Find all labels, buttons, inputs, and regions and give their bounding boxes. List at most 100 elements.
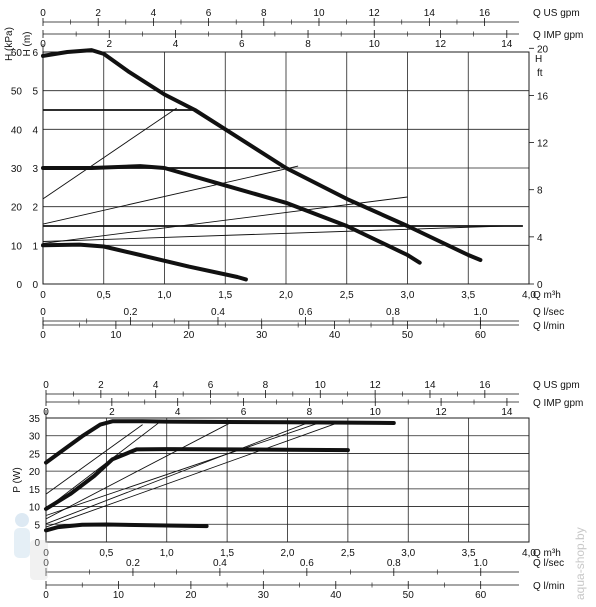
x-tick-label: 1,5 [218, 290, 232, 301]
flow-unit-label: Q l/sec [533, 307, 564, 318]
flow-unit-label: Q IMP gpm [533, 30, 583, 41]
flow-tick-label: 6 [206, 8, 212, 19]
flow-tick-label: 12 [369, 8, 381, 19]
x-unit-label: Q m³h [533, 548, 561, 559]
flow-tick-label: 0.8 [387, 558, 401, 569]
flow-tick-label: 20 [185, 590, 197, 601]
control-line [45, 424, 143, 495]
control-line [45, 423, 336, 528]
right-axis-unit: ft [537, 68, 543, 79]
flow-tick-label: 50 [402, 330, 414, 341]
flow-unit-label: Q l/min [533, 321, 565, 332]
flow-tick-label: 14 [501, 407, 513, 418]
flow-tick-label: 8 [307, 407, 313, 418]
x-tick-label: 0 [43, 548, 49, 559]
flow-tick-label: 4 [173, 39, 179, 50]
flow-tick-label: 60 [475, 590, 487, 601]
right-tick-label: 0 [537, 280, 543, 291]
flow-tick-label: 12 [436, 407, 448, 418]
flow-tick-label: 10 [313, 8, 325, 19]
y-tick-label: 5 [34, 520, 40, 531]
flow-tick-label: 0 [43, 558, 49, 569]
y-tick-label: 35 [29, 414, 41, 425]
x-tick-label: 0,5 [97, 290, 111, 301]
flow-tick-label: 12 [435, 39, 447, 50]
flow-unit-label: Q US gpm [533, 8, 580, 19]
control-line [45, 420, 312, 525]
x-tick-label: 1,0 [158, 290, 172, 301]
flow-tick-label: 30 [256, 330, 268, 341]
flow-tick-label: 0 [40, 330, 46, 341]
right-tick-label: 20 [537, 44, 549, 55]
flow-tick-label: 0 [40, 307, 46, 318]
flow-tick-label: 4 [153, 380, 159, 391]
flow-tick-label: 0.4 [211, 307, 225, 318]
y-tick-label: 25 [29, 449, 41, 460]
flow-tick-label: 12 [370, 380, 382, 391]
flow-tick-label: 0.8 [386, 307, 400, 318]
power-chart: 0 2 4 6 8 10 12 14 16 Q US gpm 0 2 4 6 8 10 12 14 Q IMP gp… [12, 380, 583, 601]
flow-tick-label: 10 [110, 330, 122, 341]
flow-tick-label: 4 [175, 407, 181, 418]
flow-unit-label: Q l/sec [533, 558, 564, 569]
x-unit-label: Q m³h [533, 290, 561, 301]
flow-unit-label: Q l/min [533, 581, 565, 592]
control-line [42, 107, 177, 200]
performance-curve [41, 48, 483, 262]
flow-tick-label: 0 [43, 380, 49, 391]
y-axis-label: H (m) [22, 32, 33, 57]
y-tick-label: 6 [32, 48, 38, 59]
y-tick-label: 0 [32, 280, 38, 291]
flow-tick-label: 1.0 [473, 307, 487, 318]
flow-tick-label: 2 [95, 8, 101, 19]
flow-tick-label: 0.6 [299, 307, 313, 318]
flow-tick-label: 0 [43, 590, 49, 601]
y-tick-label: 30 [29, 432, 41, 443]
x-tick-label: 2,0 [279, 290, 293, 301]
y-axis-label: P (W) [12, 467, 23, 492]
performance-curve [41, 164, 422, 265]
flow-tick-label: 30 [258, 590, 270, 601]
flow-tick-label: 1.0 [474, 558, 488, 569]
y-tick-label: 20 [29, 467, 41, 478]
x-tick-label: 3,0 [401, 290, 415, 301]
y-tick-label: 5 [32, 87, 38, 98]
performance-curve [44, 447, 350, 511]
right-axis-label: H [535, 54, 542, 65]
flow-tick-label: 10 [113, 590, 125, 601]
performance-curve [44, 522, 209, 533]
flow-tick-label: 6 [239, 39, 245, 50]
y-axis-label: H (kPa) [4, 27, 15, 61]
x-tick-label: 0,5 [99, 548, 113, 559]
flow-tick-label: 2 [98, 380, 104, 391]
flow-tick-label: 0 [40, 8, 46, 19]
y-tick-label: 1 [32, 241, 38, 252]
flow-tick-label: 50 [403, 590, 415, 601]
x-tick-label: 2,5 [341, 548, 355, 559]
performance-curve [44, 419, 396, 465]
watermark: aqua-shop.by [573, 527, 587, 600]
flow-unit-label: Q IMP gpm [533, 398, 583, 409]
y-tick-label: 0 [16, 280, 22, 291]
flow-tick-label: 40 [329, 330, 341, 341]
y-tick-label: 40 [11, 125, 23, 136]
y-tick-label: 4 [32, 125, 38, 136]
y-tick-label: 10 [29, 503, 41, 514]
x-tick-label: 1,0 [160, 548, 174, 559]
flow-tick-label: 14 [424, 380, 436, 391]
flow-tick-label: 40 [330, 590, 342, 601]
control-line [45, 420, 324, 516]
flow-tick-label: 16 [479, 8, 491, 19]
flow-tick-label: 20 [183, 330, 195, 341]
flow-tick-label: 8 [261, 8, 267, 19]
control-line [42, 165, 299, 225]
flow-tick-label: 6 [241, 407, 247, 418]
y-tick-label: 3 [32, 164, 38, 175]
x-tick-label: 3,5 [462, 548, 476, 559]
flow-tick-label: 2 [109, 407, 115, 418]
flow-tick-label: 10 [369, 39, 381, 50]
flow-tick-label: 0.4 [213, 558, 227, 569]
flow-tick-label: 60 [475, 330, 487, 341]
